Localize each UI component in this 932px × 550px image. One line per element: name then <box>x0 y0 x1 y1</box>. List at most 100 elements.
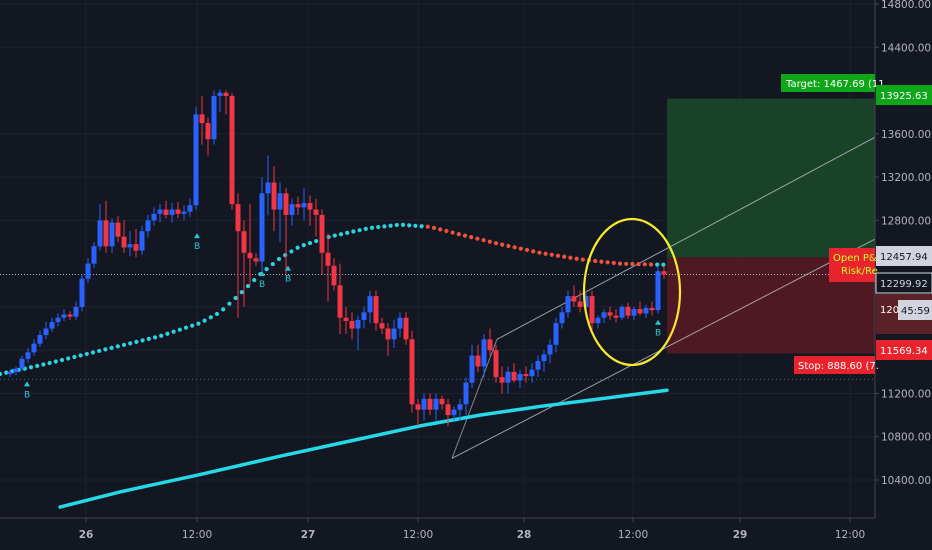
ma-dot <box>245 284 251 289</box>
ma-dot <box>537 250 542 255</box>
candle-body <box>43 328 49 336</box>
time-tick-label: 26 <box>79 529 94 541</box>
price-tick-label: 12800.00 <box>881 215 931 227</box>
ma-dot <box>462 233 468 238</box>
ma-dot <box>314 238 319 244</box>
ma-dot <box>363 226 368 231</box>
candle-body <box>541 354 547 361</box>
ma-dot <box>78 353 83 358</box>
candle-body <box>487 339 493 351</box>
ma-dot <box>0 371 3 377</box>
candle-body <box>613 315 619 318</box>
candle-body <box>151 213 157 221</box>
ma-dot <box>97 348 102 354</box>
buy-signals: B B B B B <box>24 233 661 400</box>
candle-body <box>115 222 121 237</box>
ma-dot <box>394 222 399 228</box>
time-tick-label: 28 <box>517 529 532 541</box>
ma-dot <box>227 301 232 306</box>
time-tick-label: 12:00 <box>403 529 433 541</box>
candle-body <box>97 220 103 247</box>
candle-body <box>559 312 565 324</box>
ma-dot <box>351 229 356 234</box>
ma-dot <box>549 252 554 257</box>
ma-dot <box>456 232 461 237</box>
time-tick-label: 12:00 <box>835 529 865 541</box>
price-tick-label: 14400.00 <box>881 42 931 54</box>
ma-dot <box>574 256 579 261</box>
buy-arrow-icon <box>24 381 30 387</box>
ma-dot <box>115 344 120 349</box>
candle-body <box>337 285 343 318</box>
candle-body <box>205 123 211 140</box>
ma-dot <box>382 224 387 229</box>
ma-dot <box>128 341 133 346</box>
buy-signal-label: B <box>285 275 291 285</box>
buy-signal-label: B <box>24 390 30 400</box>
candle-body <box>85 263 91 279</box>
ma-dot <box>568 255 573 260</box>
candle-body <box>433 398 439 410</box>
candle-body <box>511 371 517 381</box>
price-tick-label: 11200.00 <box>881 388 931 400</box>
ma-dot <box>357 228 362 233</box>
time-axis[interactable] <box>0 518 932 550</box>
highlight-circle <box>582 217 682 367</box>
candle-body <box>295 204 301 208</box>
ma-dot <box>605 260 610 265</box>
candle-body <box>475 355 481 367</box>
candle-body <box>637 309 643 314</box>
time-tick-label: 29 <box>733 529 748 541</box>
buy-arrow-icon <box>655 319 661 325</box>
channel-edge <box>451 339 498 459</box>
candle-body <box>79 278 85 307</box>
candle-body <box>625 306 631 316</box>
candle-body <box>223 92 229 96</box>
entry-price-text: 12457.94 <box>880 252 928 263</box>
ma-dot <box>562 254 567 259</box>
ma-dot <box>270 261 275 267</box>
candle-body <box>91 246 97 264</box>
price-tick-label: 10400.00 <box>881 475 931 487</box>
ma-dot <box>438 227 443 232</box>
time-ticks: 26 12:00 27 12:00 28 12:00 29 12:00 <box>79 518 865 541</box>
candle-body <box>19 358 25 369</box>
ma-dot <box>239 290 244 295</box>
ma-dot <box>165 331 170 336</box>
candle-body <box>265 182 271 194</box>
current-price-tag: 12299.92 <box>875 272 932 294</box>
ma-dot <box>109 345 114 350</box>
ma-dot <box>493 241 499 246</box>
time-tick-label: 12:00 <box>618 529 648 541</box>
candle-body <box>655 271 661 311</box>
ma-dot <box>233 295 238 301</box>
price-lines <box>0 273 875 380</box>
candles <box>7 89 667 426</box>
ma-dot <box>202 318 207 323</box>
ma-dot <box>134 339 139 344</box>
ma-dot <box>630 261 635 267</box>
ma-dot <box>159 333 164 338</box>
candle-body <box>199 114 205 123</box>
ma-dot <box>301 242 306 248</box>
candle-body <box>133 244 139 251</box>
candle-body <box>319 214 325 253</box>
ma-dot <box>47 360 52 366</box>
candle-body <box>421 398 427 410</box>
ma-dot <box>475 236 480 241</box>
candle-body <box>619 306 625 318</box>
ma-dot <box>555 253 561 258</box>
ma-dot <box>264 266 269 272</box>
ma-dot <box>543 251 548 256</box>
target-zone <box>667 98 875 258</box>
candle-body <box>589 296 595 324</box>
candle-body <box>451 409 457 416</box>
candle-body <box>139 231 145 251</box>
target-price-text: 13925.63 <box>880 91 928 102</box>
candle-body <box>7 371 13 374</box>
ma-dot <box>59 357 65 363</box>
ma-dot <box>196 321 201 326</box>
ma-dot <box>624 261 629 266</box>
candle-body <box>379 323 385 329</box>
